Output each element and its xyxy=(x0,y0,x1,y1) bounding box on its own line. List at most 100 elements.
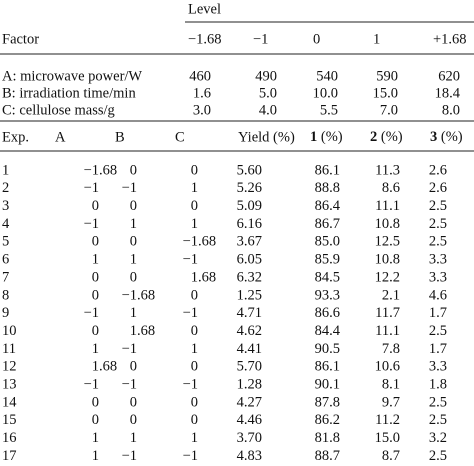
design-value: −1 xyxy=(183,252,198,268)
design-value: 0 xyxy=(191,198,198,214)
design-value: −1.68 xyxy=(183,234,217,250)
design-value: 0 xyxy=(130,412,137,428)
level-heading: Level xyxy=(188,1,221,17)
result-value: 86.7 xyxy=(315,216,340,232)
design-value: 1 xyxy=(92,341,99,357)
design-value: 1 xyxy=(191,180,198,196)
design-value: −1 xyxy=(84,305,99,321)
column-unit: (%) xyxy=(441,129,463,145)
design-value: 1.68 xyxy=(92,359,117,375)
exp-number: 16 xyxy=(2,430,17,446)
design-value: 0 xyxy=(191,412,198,428)
result-value: 2.5 xyxy=(429,198,447,214)
column-header: B xyxy=(115,129,125,145)
result-value: 5.26 xyxy=(237,180,262,196)
result-value: 3.2 xyxy=(429,430,447,446)
design-value: −1 xyxy=(183,377,198,393)
exp-number: 4 xyxy=(2,216,10,232)
result-value: 2.5 xyxy=(429,323,447,339)
factor-heading: Factor xyxy=(2,31,39,47)
design-value: 1 xyxy=(191,341,198,357)
result-value: 84.5 xyxy=(315,269,340,285)
result-value: 4.27 xyxy=(237,394,262,410)
column-header: 3 (%) xyxy=(430,129,463,145)
level-value: −1 xyxy=(253,31,268,47)
factor-value: 10.0 xyxy=(313,85,338,101)
column-header: C xyxy=(175,129,185,145)
design-value: 1 xyxy=(130,305,137,321)
result-value: 8.6 xyxy=(382,180,400,196)
design-value: 1 xyxy=(130,252,137,268)
design-value: 0 xyxy=(191,359,198,375)
result-value: 11.3 xyxy=(375,162,400,178)
exp-number: 3 xyxy=(2,198,9,214)
result-value: 5.60 xyxy=(237,162,262,178)
level-value: +1.68 xyxy=(433,31,467,47)
exp-number: 9 xyxy=(2,305,9,321)
result-value: 85.9 xyxy=(315,252,340,268)
level-value: 0 xyxy=(313,31,320,47)
level-value: 1 xyxy=(373,31,380,47)
result-value: 86.4 xyxy=(315,198,341,214)
level-value: −1.68 xyxy=(188,31,222,47)
design-value: 0 xyxy=(92,394,99,410)
result-value: 1.25 xyxy=(237,287,262,303)
exp-number: 11 xyxy=(2,341,16,357)
design-value: 1 xyxy=(191,216,198,232)
result-value: 10.8 xyxy=(375,216,400,232)
result-value: 4.41 xyxy=(237,341,262,357)
design-value: 0 xyxy=(130,394,137,410)
result-value: 11.1 xyxy=(375,198,400,214)
factor-value: 4.0 xyxy=(259,102,277,118)
result-value: 1.7 xyxy=(429,305,447,321)
design-value: 0 xyxy=(92,234,99,250)
result-value: 1.7 xyxy=(429,341,447,357)
design-value: −1 xyxy=(84,180,99,196)
result-value: 8.7 xyxy=(382,448,400,464)
design-value: 1 xyxy=(130,430,137,446)
design-value: −1 xyxy=(122,377,137,393)
result-value: 2.6 xyxy=(429,162,447,178)
design-value: 0 xyxy=(130,234,137,250)
design-value: 0 xyxy=(92,412,99,428)
result-value: 11.2 xyxy=(375,412,400,428)
design-value: 0 xyxy=(92,323,99,339)
compound-number: 1 xyxy=(310,129,317,145)
exp-number: 15 xyxy=(2,412,17,428)
exp-number: 5 xyxy=(2,234,9,250)
factor-value: 590 xyxy=(376,68,398,84)
exp-number: 6 xyxy=(2,252,9,268)
exp-number: 7 xyxy=(2,269,9,285)
result-value: 2.5 xyxy=(429,234,447,250)
design-value: −1 xyxy=(183,448,198,464)
compound-number: 2 xyxy=(370,129,377,145)
design-value: 0 xyxy=(191,394,198,410)
factor-value: 15.0 xyxy=(373,85,398,101)
result-value: 5.70 xyxy=(237,359,262,375)
design-value: 1 xyxy=(92,448,99,464)
design-value: −1 xyxy=(84,216,99,232)
result-value: 10.8 xyxy=(375,252,400,268)
factor-value: 3.0 xyxy=(193,102,211,118)
result-value: 3.3 xyxy=(429,252,447,268)
result-value: 85.0 xyxy=(315,234,340,250)
result-value: 84.4 xyxy=(315,323,341,339)
result-value: 6.32 xyxy=(237,269,262,285)
result-value: 10.6 xyxy=(375,359,400,375)
design-value: −1 xyxy=(122,448,137,464)
column-header: Yield (%) xyxy=(238,129,295,145)
result-value: 3.70 xyxy=(237,430,262,446)
factor-value: 460 xyxy=(189,68,211,84)
result-value: 86.1 xyxy=(315,162,340,178)
exp-number: 12 xyxy=(2,359,17,375)
design-value: 0 xyxy=(191,287,198,303)
design-value: 1.68 xyxy=(191,269,216,285)
result-value: 81.8 xyxy=(315,430,340,446)
factor-label: B: irradiation time/min xyxy=(2,85,136,101)
result-value: 4.62 xyxy=(237,323,262,339)
result-value: 93.3 xyxy=(315,287,340,303)
design-value: 1.68 xyxy=(130,323,155,339)
result-value: 4.46 xyxy=(237,412,262,428)
result-value: 2.1 xyxy=(382,287,400,303)
